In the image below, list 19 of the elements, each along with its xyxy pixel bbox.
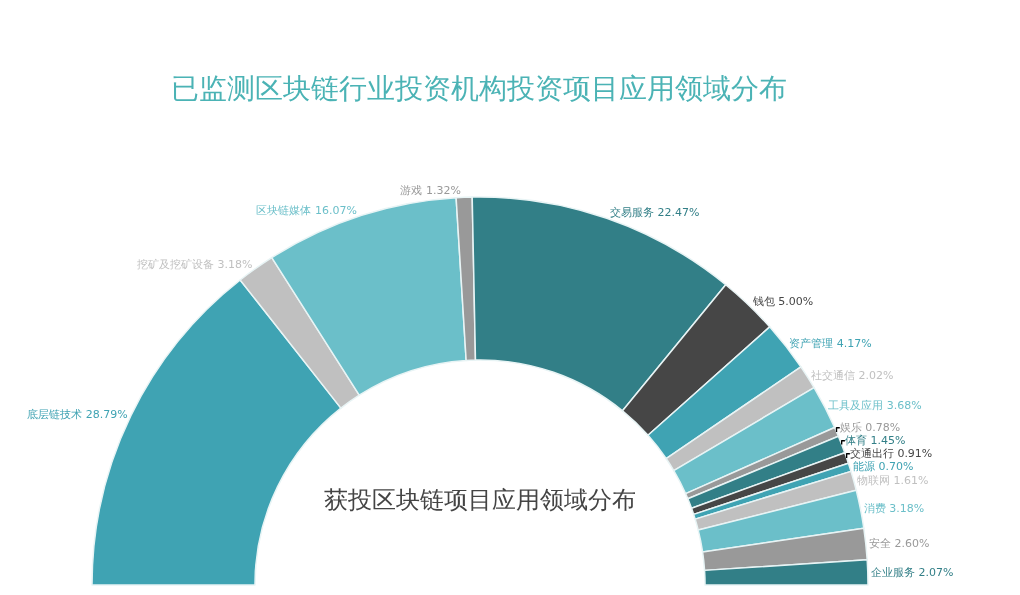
slice-label: 安全 2.60% (869, 537, 930, 551)
slice-label: 消费 3.18% (863, 502, 925, 516)
chart-title: 已监测区块链行业投资机构投资项目应用领域分布 (171, 71, 788, 105)
slice-label: 底层链技术 28.79% (27, 407, 128, 421)
slice-label: 钱包 5.00% (751, 295, 814, 309)
slice-label: 能源 0.70% (852, 460, 914, 474)
slice-label: 交通出行 0.91% (849, 447, 933, 461)
text: 获投区块链项目应用领域分布 (324, 486, 636, 514)
slice-label: 社交通信 2.02% (810, 368, 894, 382)
slice-label: 工具及应用 3.68% (828, 399, 922, 413)
slice-label: 游戏 1.32% (400, 184, 461, 198)
slice-label: 交易服务 22.47% (610, 205, 700, 219)
slice-label: 企业服务 2.07% (871, 565, 954, 579)
slice-label: 区块链媒体 16.07% (256, 203, 357, 217)
slice-label: 体育 1.45% (844, 434, 906, 448)
slice-label: 娱乐 0.78% (839, 421, 901, 435)
slice-label: 挖矿及挖矿设备 3.18% (137, 257, 253, 271)
slice-label: 物联网 1.61% (857, 473, 929, 487)
slice-label: 资产管理 4.17% (789, 337, 872, 351)
